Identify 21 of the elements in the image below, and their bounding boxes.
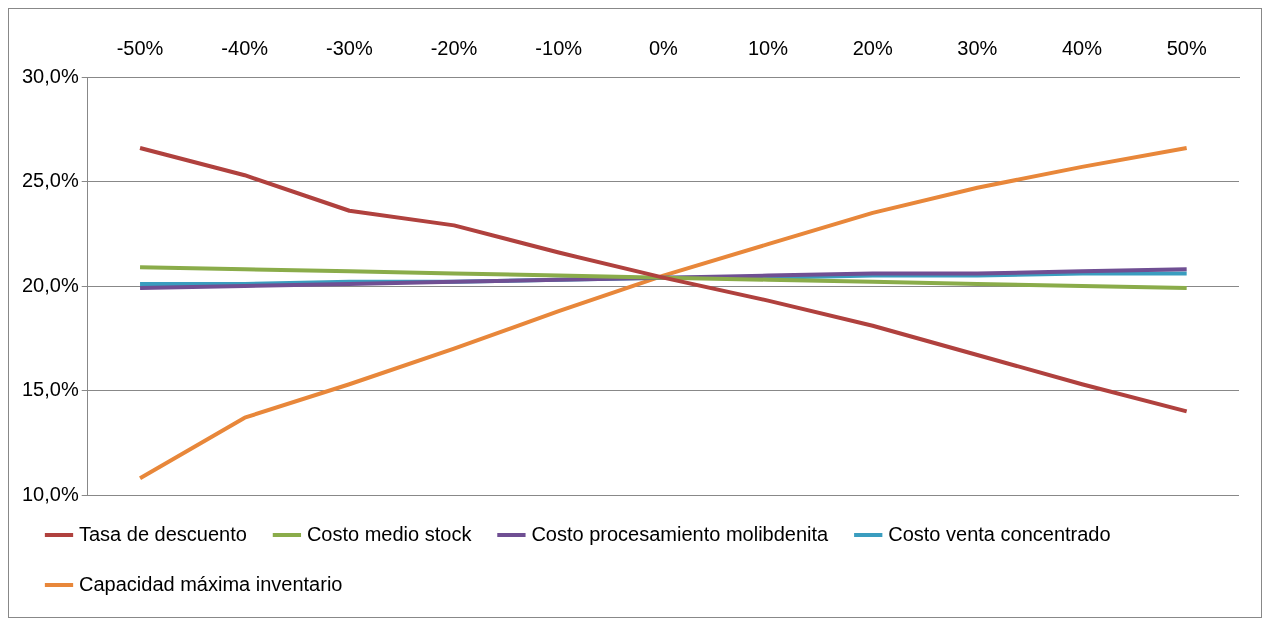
y-tick-label: 25,0% — [21, 169, 79, 192]
legend-label: Tasa de descuento — [79, 522, 247, 545]
legend-label: Costo venta concentrado — [888, 522, 1111, 545]
legend-label: Costo procesamiento molibdenita — [531, 522, 830, 545]
x-tick-label: 30% — [957, 36, 998, 59]
x-tick-label: -10% — [535, 36, 583, 59]
x-tick-label: -50% — [116, 36, 164, 59]
y-tick-label: 15,0% — [21, 378, 79, 401]
y-tick-label: 20,0% — [21, 273, 79, 296]
x-tick-label: 0% — [648, 36, 679, 59]
legend-label: Costo medio stock — [306, 522, 473, 545]
x-tick-label: -30% — [326, 36, 373, 59]
x-tick-label: -40% — [221, 36, 269, 59]
x-tick-label: 40% — [1061, 36, 1103, 59]
x-tick-label: -20% — [430, 36, 478, 59]
legend-label: Capacidad máxima inventario — [79, 572, 343, 595]
x-tick-label: 10% — [748, 36, 789, 59]
y-tick-label: 30,0% — [21, 64, 79, 87]
y-tick-label: 10,0% — [21, 482, 79, 505]
x-tick-label: 20% — [852, 36, 893, 59]
x-tick-label: 50% — [1166, 36, 1207, 59]
